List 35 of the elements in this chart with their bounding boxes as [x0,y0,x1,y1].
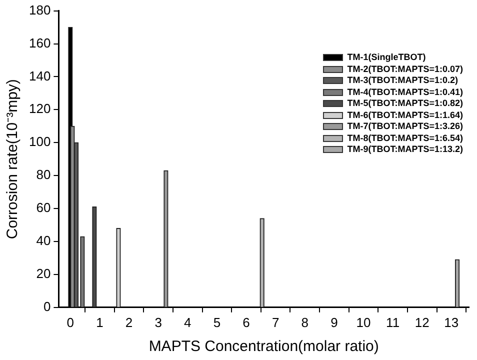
y-tick-label: 160 [28,35,51,50]
y-tick-label: 0 [43,298,51,314]
y-tick-label: 60 [36,200,51,216]
x-tick-label: 7 [272,314,280,330]
y-tick-label: 120 [28,101,51,116]
legend-label: TM-9(TBOT:MAPTS=1:13.2) [347,144,463,156]
y-axis-title: Corrosion rate(10⁻³mpy) [4,79,22,240]
y-tick-label: 140 [28,68,51,84]
legend-label: TM-6(TBOT:MAPTS=1:1.64) [347,110,463,121]
x-tick-label: 4 [184,314,192,330]
x-tick-label: 3 [154,314,162,330]
x-tick-label: 8 [301,314,308,330]
legend-label: TM-1(SingleTBOT) [347,52,426,64]
x-tick-label: 0 [66,314,74,330]
legend-label: TM-4(TBOT:MAPTS=1:0.41) [347,86,463,98]
y-tick-label: 80 [36,167,51,182]
x-tick-label: 1 [96,314,104,330]
x-tick-label: 12 [414,314,430,330]
x-tick-label: 13 [444,314,459,330]
x-tick-label: 11 [386,314,400,330]
legend-label: TM-2(TBOT:MAPTS=1:0.07) [347,64,463,75]
y-tick-label: 180 [28,2,51,18]
y-tick-label: 20 [36,266,51,282]
legend-label: TM-7(TBOT:MAPTS=1:3.26) [347,121,463,132]
x-tick-label: 5 [213,314,221,330]
x-tick-label: 10 [356,314,371,330]
legend-label: TM-5(TBOT:MAPTS=1:0.82) [347,98,463,110]
x-tick-label: 9 [330,314,338,330]
x-tick-label: 6 [242,314,250,330]
y-tick-label: 40 [36,233,51,248]
x-tick-label: 2 [125,314,133,330]
y-tick-label: 100 [28,134,51,150]
legend-label: TM-3(TBOT:MAPTS=1:0.2) [347,75,458,86]
legend-label: TM-8(TBOT:MAPTS=1:6.54) [347,132,463,144]
x-axis-title: MAPTS Concentration(molar ratio) [148,338,379,356]
